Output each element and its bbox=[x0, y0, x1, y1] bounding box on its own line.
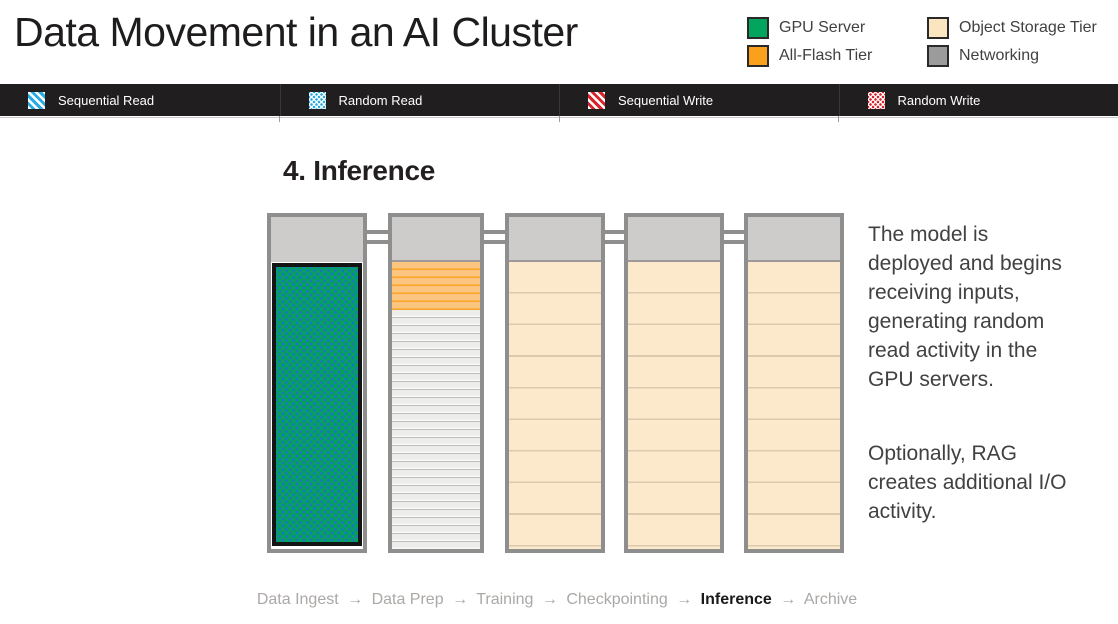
io-label: Random Read bbox=[338, 92, 423, 108]
network-link bbox=[481, 230, 508, 244]
arrow-icon: → bbox=[347, 591, 364, 608]
network-link bbox=[602, 230, 627, 244]
object-storage-swatch-icon bbox=[927, 17, 949, 39]
io-item-random-write: Random Write bbox=[838, 84, 1118, 116]
arrow-icon: → bbox=[676, 591, 693, 608]
cluster-diagram bbox=[267, 213, 845, 553]
io-label: Sequential Read bbox=[58, 92, 155, 108]
legend-item-networking: Networking bbox=[927, 45, 1039, 67]
io-bar-tick bbox=[279, 116, 280, 122]
rack-object-storage-2 bbox=[624, 213, 724, 553]
gpu-random-read-block bbox=[272, 263, 362, 546]
io-label: Random Write bbox=[897, 92, 981, 108]
rack-all-flash-tier bbox=[388, 213, 484, 553]
io-bar-tick bbox=[838, 116, 839, 122]
page-title: Data Movement in an AI Cluster bbox=[14, 9, 578, 55]
breadcrumb-step-data-prep: Data Prep bbox=[371, 591, 444, 608]
breadcrumb-step-archive: Archive bbox=[803, 591, 858, 608]
io-item-random-read: Random Read bbox=[279, 84, 560, 116]
breadcrumb-step-data-ingest: Data Ingest bbox=[256, 591, 339, 608]
legend-label: All-Flash Tier bbox=[779, 47, 873, 64]
object-storage-shelves bbox=[748, 262, 840, 549]
description-paragraph-1: The model is deployed and begins receivi… bbox=[868, 223, 1062, 391]
random-write-pattern-icon bbox=[867, 91, 885, 109]
breadcrumb-step-training: Training bbox=[476, 591, 534, 608]
sequential-read-pattern-icon bbox=[28, 91, 45, 109]
rack-object-storage-1 bbox=[505, 213, 605, 553]
networking-cap bbox=[392, 217, 480, 262]
gpu-server-swatch-icon bbox=[747, 17, 769, 39]
io-label: Sequential Write bbox=[618, 92, 714, 108]
rack-gpu-server bbox=[267, 213, 367, 553]
legend-label: Networking bbox=[959, 47, 1040, 64]
legend-label: GPU Server bbox=[779, 19, 866, 36]
rack-object-storage-3 bbox=[744, 213, 844, 553]
networking-cap bbox=[271, 217, 363, 262]
object-storage-shelves bbox=[509, 262, 601, 549]
legend-item-all-flash: All-Flash Tier bbox=[747, 45, 872, 67]
object-storage-shelves bbox=[628, 262, 720, 549]
random-read-pattern-icon bbox=[308, 91, 326, 109]
network-link bbox=[721, 230, 747, 244]
breadcrumb-step-checkpointing: Checkpointing bbox=[566, 591, 668, 608]
all-flash-swatch-icon bbox=[747, 45, 769, 67]
all-flash-band bbox=[392, 262, 480, 310]
legend-item-gpu-server: GPU Server bbox=[747, 17, 865, 39]
stage-heading: 4. Inference bbox=[283, 155, 436, 186]
io-item-sequential-write: Sequential Write bbox=[559, 84, 839, 116]
networking-cap bbox=[748, 217, 840, 262]
networking-cap bbox=[509, 217, 601, 262]
networking-swatch-icon bbox=[927, 45, 949, 67]
arrow-icon: → bbox=[541, 591, 558, 608]
pipeline-breadcrumb: Data Ingest → Data Prep → Training → Che… bbox=[237, 591, 877, 609]
io-bar-tick bbox=[559, 116, 560, 122]
network-link bbox=[364, 230, 391, 244]
io-pattern-bar: Sequential Read Random Read Sequential W… bbox=[0, 84, 1118, 116]
legend-item-object-storage: Object Storage Tier bbox=[927, 17, 1097, 39]
arrow-icon: → bbox=[780, 591, 797, 608]
breadcrumb-step-inference-active: Inference bbox=[700, 591, 772, 608]
idle-drive-shelves bbox=[392, 310, 480, 549]
legend-label: Object Storage Tier bbox=[959, 19, 1097, 36]
description-paragraph-2: Optionally, RAG creates additional I/O a… bbox=[868, 442, 1067, 523]
stage-description: The model is deployed and begins receivi… bbox=[868, 220, 1073, 526]
networking-cap bbox=[628, 217, 720, 262]
sequential-write-pattern-icon bbox=[588, 91, 605, 109]
arrow-icon: → bbox=[452, 591, 469, 608]
io-item-sequential-read: Sequential Read bbox=[0, 84, 280, 116]
